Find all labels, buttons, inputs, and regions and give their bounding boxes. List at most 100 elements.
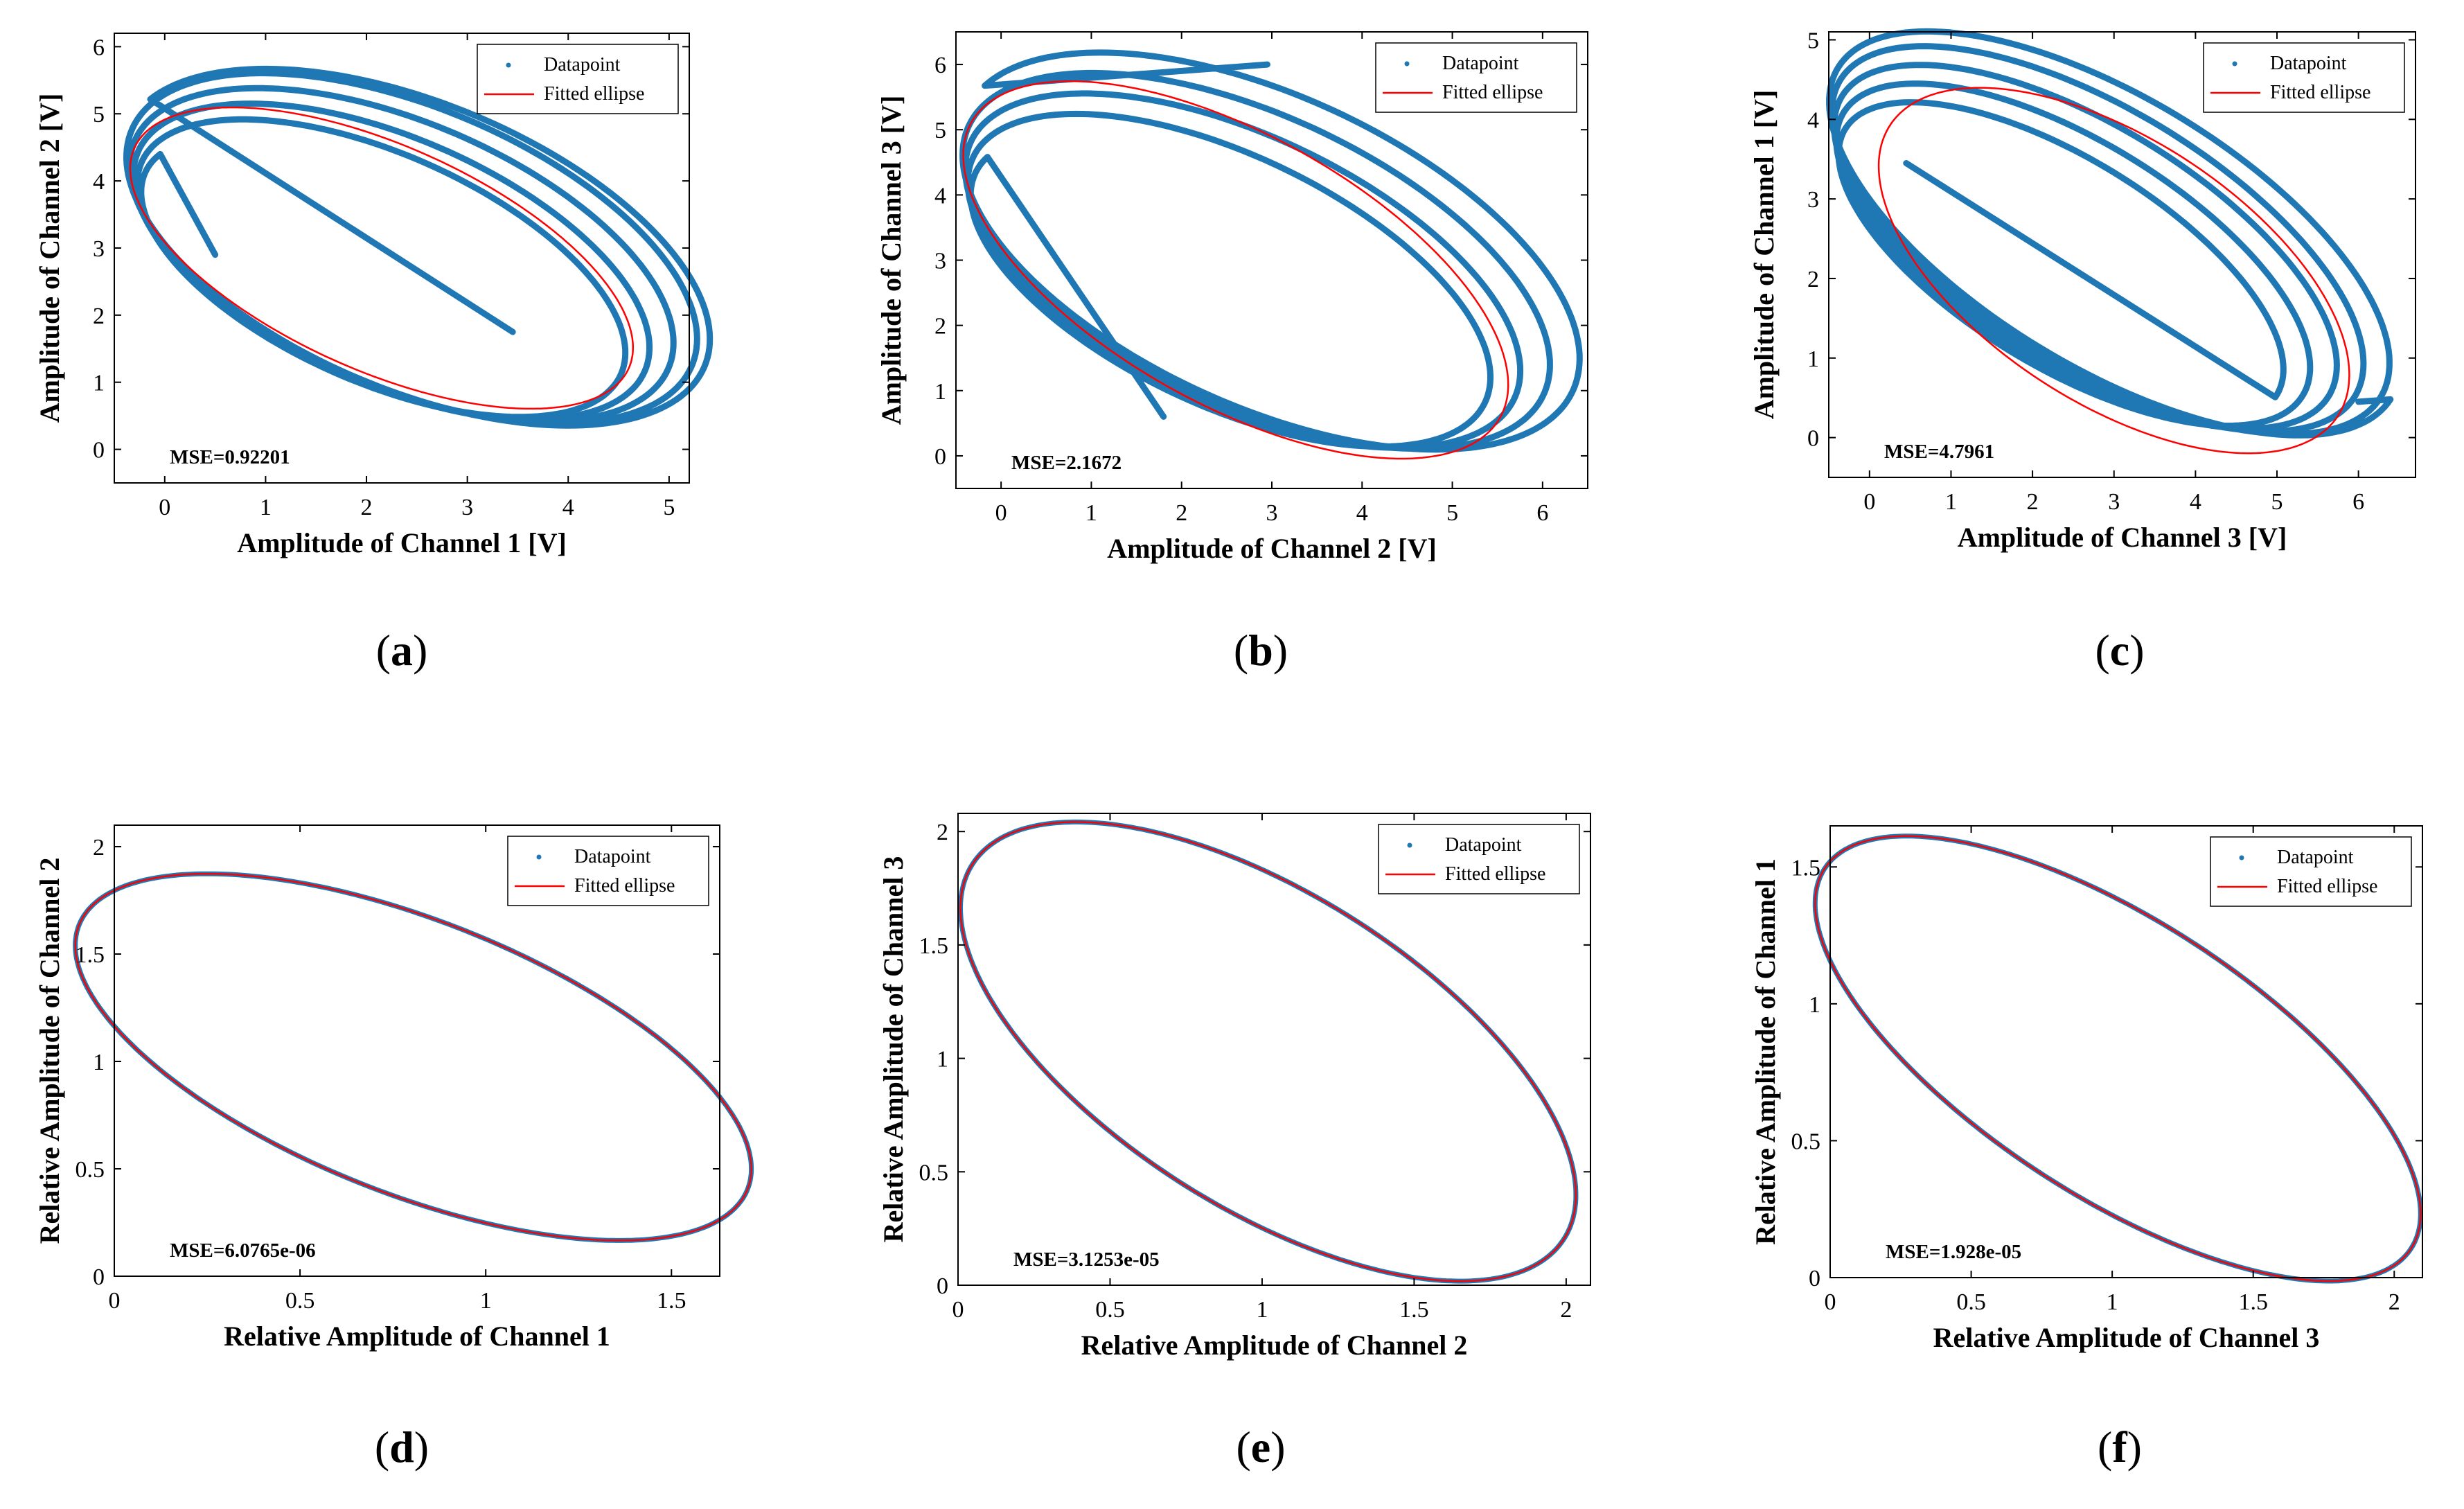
y-axis-label: Amplitude of Channel 2 [V] bbox=[34, 94, 65, 423]
y-tick-label: 2 bbox=[937, 820, 948, 845]
y-tick-label: 0.5 bbox=[76, 1157, 105, 1183]
x-tick-label: 0.5 bbox=[285, 1288, 315, 1314]
y-axis-label: Relative Amplitude of Channel 1 bbox=[1750, 858, 1781, 1245]
y-tick-label: 3 bbox=[1807, 187, 1819, 213]
y-tick-label: 6 bbox=[93, 35, 105, 60]
legend: Datapoint Fitted ellipse bbox=[2203, 42, 2405, 113]
x-tick-label: 1 bbox=[1945, 489, 1957, 515]
x-tick-label: 2 bbox=[1176, 500, 1187, 526]
legend: Datapoint Fitted ellipse bbox=[507, 836, 709, 906]
y-tick-label: 2 bbox=[93, 835, 105, 861]
legend-label-fitted-ellipse: Fitted ellipse bbox=[1442, 82, 1543, 103]
x-tick-label: 1 bbox=[1256, 1297, 1268, 1323]
y-tick-label: 3 bbox=[934, 249, 946, 274]
y-tick-label: 1 bbox=[937, 1047, 948, 1073]
x-tick-label: 2 bbox=[2388, 1289, 2400, 1315]
y-tick-label: 0 bbox=[93, 438, 105, 464]
panel-caption-b: (b) bbox=[1234, 626, 1288, 675]
y-tick-label: 1 bbox=[93, 371, 105, 396]
plot-frame-a bbox=[114, 33, 690, 484]
legend-marker-datapoint bbox=[1407, 842, 1412, 848]
legend-marker-datapoint bbox=[2232, 61, 2237, 67]
legend: Datapoint Fitted ellipse bbox=[2210, 836, 2412, 907]
y-tick-label: 0 bbox=[93, 1264, 105, 1290]
y-tick-label: 5 bbox=[934, 118, 946, 143]
series-datapoint-b bbox=[959, 49, 1583, 453]
y-axis-label: Amplitude of Channel 3 [V] bbox=[876, 96, 907, 425]
mse-annotation: MSE=0.92201 bbox=[170, 446, 290, 468]
x-tick-label: 4 bbox=[562, 495, 574, 520]
y-tick-label: 0.5 bbox=[919, 1160, 949, 1185]
y-tick-label: 0 bbox=[1807, 426, 1819, 452]
y-tick-label: 1.5 bbox=[76, 942, 105, 968]
x-tick-label: 3 bbox=[461, 495, 473, 520]
panel-caption-e: (e) bbox=[1236, 1422, 1285, 1472]
legend-marker-datapoint bbox=[1404, 61, 1410, 67]
panel-caption-letter: d bbox=[389, 1422, 414, 1472]
legend-marker-datapoint bbox=[536, 854, 542, 860]
chart-panel-b: 0 1 2 3 4 5 6 0 1 2 3 4 5 6 Amplitude of Channel 2 [V]… bbox=[876, 31, 1588, 675]
y-tick-label: 0 bbox=[934, 444, 946, 470]
series-datapoint-d bbox=[73, 871, 754, 1243]
mse-annotation: MSE=4.7961 bbox=[1884, 441, 1994, 463]
y-tick-label: 1.5 bbox=[919, 933, 949, 959]
series-fitted-ellipse-b bbox=[962, 80, 1509, 460]
x-tick-label: 0 bbox=[995, 500, 1007, 526]
mse-annotation: MSE=6.0765e-06 bbox=[170, 1239, 316, 1262]
legend-label-datapoint: Datapoint bbox=[1445, 834, 1522, 856]
series-fitted-ellipse-e bbox=[959, 821, 1577, 1282]
legend-label-fitted-ellipse: Fitted ellipse bbox=[2270, 82, 2370, 103]
plot-frame-c bbox=[1828, 31, 2416, 478]
x-tick-label: 4 bbox=[2190, 489, 2201, 515]
legend-label-fitted-ellipse: Fitted ellipse bbox=[544, 83, 644, 105]
x-tick-label: 1 bbox=[260, 495, 272, 520]
x-tick-label: 0 bbox=[952, 1297, 964, 1323]
legend: Datapoint Fitted ellipse bbox=[1378, 824, 1580, 894]
legend-marker-datapoint bbox=[2239, 855, 2244, 861]
x-tick-label: 4 bbox=[1356, 500, 1368, 526]
legend-box bbox=[507, 836, 709, 906]
x-axis-label: Relative Amplitude of Channel 1 bbox=[224, 1321, 610, 1352]
legend-label-fitted-ellipse: Fitted ellipse bbox=[2277, 876, 2377, 897]
y-axis-label: Relative Amplitude of Channel 3 bbox=[878, 856, 909, 1243]
mse-annotation: MSE=1.928e-05 bbox=[1886, 1241, 2021, 1263]
y-tick-label: 1 bbox=[1807, 346, 1819, 372]
x-tick-label: 3 bbox=[2108, 489, 2120, 515]
x-tick-label: 2 bbox=[2027, 489, 2039, 515]
y-tick-label: 1 bbox=[93, 1050, 105, 1075]
chart-panel-a: 0 1 2 3 4 5 0 1 2 3 4 5 6 Amplitude of Channel 1 [V] A… bbox=[34, 33, 714, 675]
series-fitted-ellipse-f bbox=[1814, 835, 2422, 1282]
y-tick-label: 2 bbox=[1807, 267, 1819, 292]
x-tick-label: 0.5 bbox=[1956, 1289, 1986, 1315]
panel-caption-a: (a) bbox=[376, 626, 428, 675]
legend: Datapoint Fitted ellipse bbox=[1375, 42, 1577, 113]
y-tick-label: 1 bbox=[934, 379, 946, 405]
y-tick-label: 5 bbox=[1807, 28, 1819, 53]
x-tick-label: 0 bbox=[1825, 1289, 1836, 1315]
x-tick-label: 3 bbox=[1266, 500, 1278, 526]
x-tick-label: 0.5 bbox=[1095, 1297, 1125, 1323]
x-axis-label: Relative Amplitude of Channel 2 bbox=[1081, 1330, 1468, 1361]
x-tick-label: 1.5 bbox=[2238, 1289, 2268, 1315]
x-tick-label: 1 bbox=[2107, 1289, 2118, 1315]
x-tick-label: 1.5 bbox=[1399, 1297, 1429, 1323]
panel-caption-letter: a bbox=[391, 626, 413, 675]
chart-panel-f: 0 0.5 1 1.5 2 0 0.5 1 1.5 Relative Amplitude of C… bbox=[1750, 825, 2423, 1472]
x-tick-label: 2 bbox=[1560, 1297, 1572, 1323]
mse-annotation: MSE=3.1253e-05 bbox=[1013, 1248, 1160, 1271]
x-axis-label: Amplitude of Channel 2 [V] bbox=[1107, 533, 1437, 564]
x-tick-label: 0 bbox=[109, 1288, 121, 1314]
x-tick-label: 6 bbox=[2352, 489, 2364, 515]
chart-panel-d: 0 0.5 1 1.5 0 0.5 1 1.5 2 Relative Amplitude of C… bbox=[34, 824, 754, 1472]
y-tick-label: 6 bbox=[934, 53, 946, 78]
panel-caption-letter: c bbox=[2110, 626, 2129, 675]
panel-caption-letter: b bbox=[1248, 626, 1273, 675]
plot-frame-d bbox=[114, 824, 720, 1277]
panel-caption-f: (f) bbox=[2098, 1422, 2142, 1472]
x-tick-label: 5 bbox=[2271, 489, 2283, 515]
legend-box bbox=[1378, 824, 1580, 894]
legend-label-datapoint: Datapoint bbox=[544, 54, 621, 76]
chart-panel-c: 0 1 2 3 4 5 6 0 1 2 3 4 5 Amplitude of Channel 3 [V] A… bbox=[1748, 28, 2416, 675]
panel-caption-letter: f bbox=[2112, 1422, 2127, 1472]
